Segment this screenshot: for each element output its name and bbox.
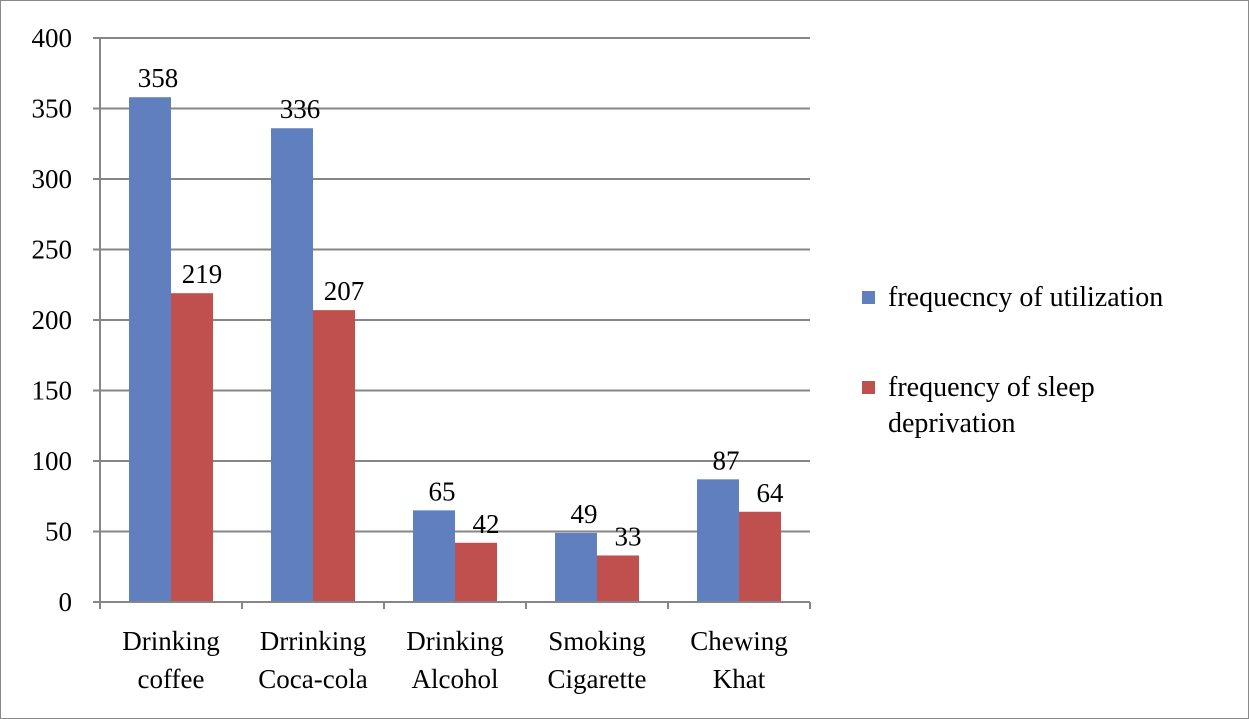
y-axis-tick-labels: 0 50 100 150 200 250 300 350 400 (32, 23, 73, 617)
bar-series-2 (171, 293, 213, 602)
y-tick-label: 100 (32, 446, 73, 476)
legend-label-series-2: frequency of sleep deprivation (888, 372, 1095, 439)
y-tick-label: 250 (32, 235, 73, 265)
bar-series-1 (129, 97, 171, 602)
data-label: 65 (429, 476, 456, 506)
gridlines (100, 37, 810, 533)
data-label: 358 (138, 63, 179, 93)
y-tick-label: 0 (59, 587, 73, 617)
x-category-label: coffee (138, 664, 205, 694)
axes (93, 37, 811, 609)
legend-item-series-1: frequecncy of utilization (862, 280, 1218, 316)
x-axis-category-labels: Drinking coffee Drrinking Coca-cola Drinking… (122, 626, 788, 694)
data-label: 207 (324, 276, 365, 306)
x-category-label: Smoking (548, 626, 646, 656)
bar-series-2 (597, 555, 639, 602)
legend-label-series-1: frequecncy of utilization (888, 282, 1164, 313)
x-category-label: Alcohol (412, 664, 499, 694)
x-category-label: Drrinking (260, 626, 366, 656)
legend-swatch-series-2 (862, 381, 875, 394)
data-label: 219 (182, 259, 223, 289)
y-tick-label: 400 (32, 23, 73, 53)
x-category-label: Chewing (690, 626, 788, 656)
bar-series-1 (555, 532, 597, 602)
x-category-label: Coca-cola (258, 664, 367, 694)
x-category-label: Drinking (122, 626, 220, 656)
bar-series-2 (455, 542, 497, 602)
legend-item-series-2: frequency of sleep deprivation (862, 370, 1218, 442)
x-category-label: Drinking (406, 626, 504, 656)
bar-series-1 (697, 479, 739, 602)
bar-series-1 (413, 510, 455, 602)
y-tick-label: 150 (32, 376, 73, 406)
y-tick-label: 350 (32, 94, 73, 124)
data-labels: 358 336 65 49 87 219 207 42 33 64 (138, 63, 784, 551)
data-label: 49 (571, 499, 598, 529)
y-tick-label: 300 (32, 164, 73, 194)
bar-series-2 (313, 310, 355, 602)
data-label: 64 (757, 478, 785, 508)
legend-swatch-series-1 (862, 291, 875, 304)
bar-series-1 (271, 128, 313, 603)
x-category-label: Khat (713, 664, 766, 694)
y-tick-label: 50 (45, 517, 72, 547)
data-label: 33 (615, 521, 642, 551)
data-label: 42 (473, 509, 500, 539)
bars (129, 97, 781, 603)
data-label: 87 (713, 445, 740, 475)
x-category-label: Cigarette (548, 664, 647, 694)
data-label: 336 (280, 94, 321, 124)
y-tick-label: 200 (32, 305, 73, 335)
bar-series-2 (739, 511, 781, 602)
